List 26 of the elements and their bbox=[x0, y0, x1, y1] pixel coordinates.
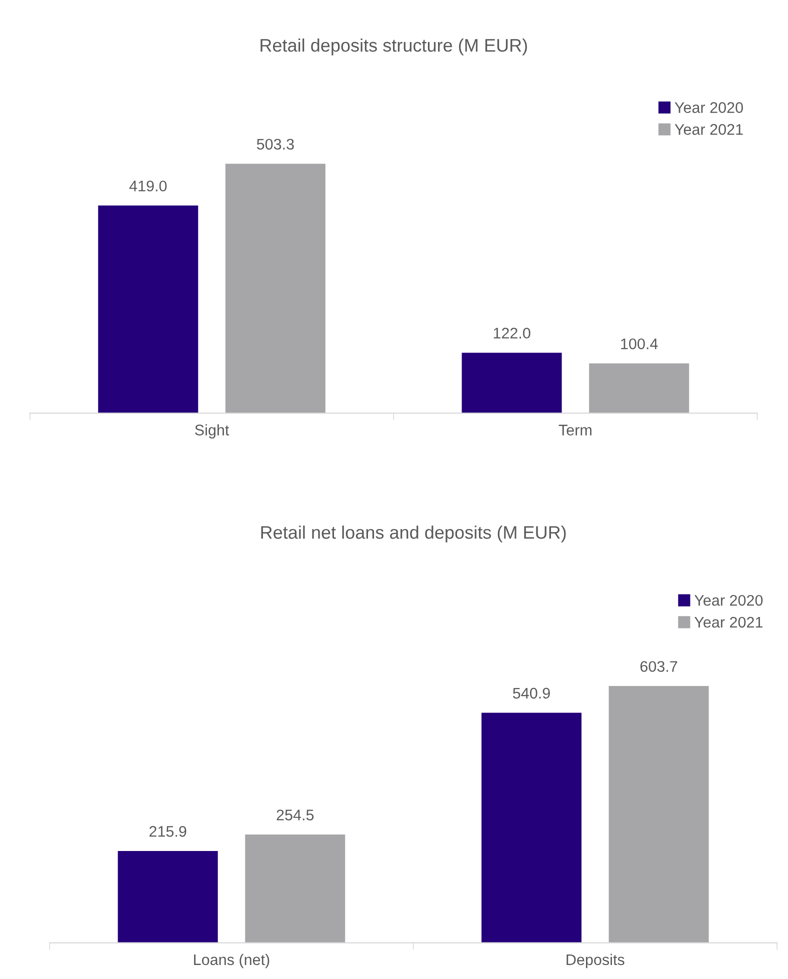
data-label: 540.9 bbox=[512, 688, 550, 699]
bar bbox=[589, 363, 690, 414]
bar bbox=[481, 712, 582, 943]
chart-title: Retail net loans and deposits (M EUR) bbox=[261, 526, 566, 542]
bar bbox=[245, 834, 346, 943]
bar bbox=[462, 352, 562, 414]
data-label: 603.7 bbox=[640, 661, 678, 672]
legend-label: Year 2020 bbox=[674, 102, 743, 113]
data-label: 503.3 bbox=[256, 138, 294, 150]
x-tick-label: Sight bbox=[195, 424, 230, 438]
bar bbox=[225, 164, 326, 414]
data-label: 419.0 bbox=[129, 180, 167, 192]
data-label: 122.0 bbox=[494, 328, 530, 339]
data-label: 215.9 bbox=[149, 826, 186, 837]
legend-label: Year 2020 bbox=[694, 594, 763, 606]
data-label: 254.5 bbox=[276, 810, 314, 820]
legend-label: Year 2021 bbox=[674, 124, 743, 135]
bar bbox=[118, 850, 218, 943]
chart-title: Retail deposits structure (M EUR) bbox=[260, 38, 527, 56]
x-tick-label: Loans (net) bbox=[194, 954, 270, 968]
legend-label: Year 2021 bbox=[694, 616, 762, 628]
data-label: 100.4 bbox=[621, 338, 658, 350]
bar bbox=[98, 206, 198, 414]
bar bbox=[608, 686, 709, 943]
x-tick-label: Term bbox=[558, 424, 592, 436]
x-tick-label: Deposits bbox=[566, 954, 624, 968]
